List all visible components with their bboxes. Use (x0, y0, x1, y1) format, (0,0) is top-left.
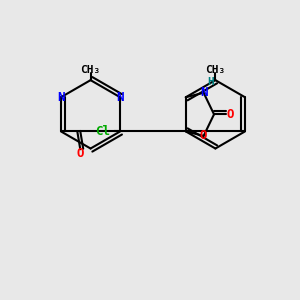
Text: O: O (200, 129, 207, 142)
Text: H: H (208, 77, 214, 87)
Text: CH₃: CH₃ (205, 65, 226, 75)
Text: O: O (226, 108, 234, 121)
Text: N: N (57, 91, 65, 104)
Text: Cl: Cl (95, 125, 110, 138)
Text: CH₃: CH₃ (80, 65, 101, 75)
Text: N: N (200, 86, 207, 99)
Text: O: O (76, 147, 84, 160)
Text: N: N (116, 91, 124, 104)
